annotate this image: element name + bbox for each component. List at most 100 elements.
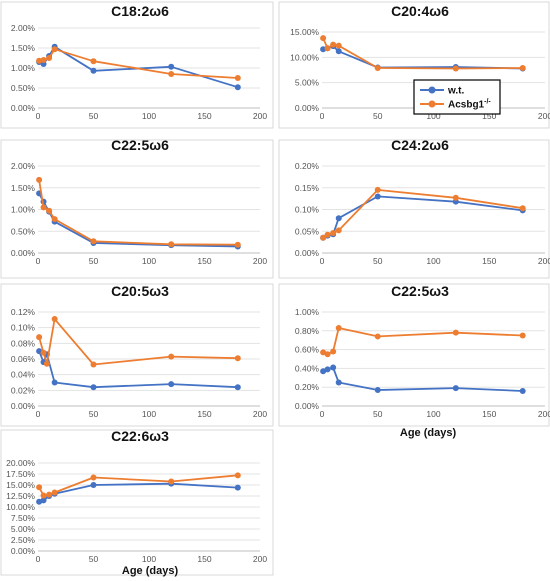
legend-swatch-marker: [428, 86, 436, 94]
data-point: [330, 364, 337, 371]
y-tick-label: 0.02%: [11, 385, 36, 395]
data-point: [46, 491, 53, 498]
y-tick-label: 0.10%: [11, 323, 36, 333]
legend-label-superscript: -/-: [484, 99, 491, 106]
x-tick-label: 100: [142, 554, 156, 564]
x-tick-label: 150: [482, 111, 496, 121]
data-point: [90, 238, 97, 245]
y-tick-label: 20.00%: [6, 458, 35, 468]
data-point: [234, 355, 241, 362]
x-tick-label: 0: [36, 256, 41, 266]
data-point: [335, 324, 342, 331]
y-tick-label: 5.00%: [11, 524, 36, 534]
data-point: [36, 334, 43, 341]
y-tick-label: 17.50%: [6, 469, 35, 479]
x-tick-label: 0: [320, 409, 325, 419]
data-point: [90, 384, 97, 391]
x-tick-label: 100: [426, 111, 440, 121]
data-point: [330, 229, 337, 236]
data-point: [324, 231, 331, 238]
chart-panel: C24:2ω6 0.00% 0.05% 0.10% 0.15% 0.20% 0 50 100 15…: [278, 137, 550, 279]
chart-panel: C18:2ω6 0.00% 0.50% 1.00% 1.50% 2.00% 0 50 100 15…: [0, 1, 274, 129]
y-tick-label: 0.80%: [295, 326, 320, 336]
x-tick-label: 50: [89, 409, 99, 419]
data-point: [519, 332, 526, 339]
y-tick-label: 1.00%: [11, 205, 36, 215]
chart-panel: C22:5ω3 0.00% 0.20% 0.40% 0.60% 0.80% 1.00% 0 50…: [278, 283, 550, 427]
y-tick-label: 1.00%: [295, 307, 320, 317]
x-tick-label: 50: [373, 409, 383, 419]
data-point: [40, 497, 47, 504]
data-point: [51, 46, 58, 53]
data-point: [168, 478, 175, 485]
chart-title: C20:4ω6: [391, 3, 449, 19]
data-point: [51, 316, 58, 323]
x-tick-label: 50: [89, 554, 99, 564]
data-point: [335, 215, 342, 222]
data-point: [90, 361, 97, 368]
y-tick-label: 1.50%: [11, 183, 36, 193]
chart-panel: C22:5ω6 0.00% 0.50% 1.00% 1.50% 2.00% 0 50 100 15…: [0, 137, 274, 279]
y-tick-label: 0.00%: [11, 248, 36, 258]
data-point: [46, 55, 53, 61]
data-point: [36, 57, 43, 64]
data-point: [234, 384, 241, 391]
data-point: [90, 482, 97, 488]
data-point: [40, 349, 47, 356]
y-tick-label: 5.00%: [295, 78, 320, 88]
data-point: [90, 58, 97, 65]
x-tick-label: 0: [320, 111, 325, 121]
y-tick-label: 0.20%: [295, 161, 320, 171]
x-tick-label: 200: [538, 111, 550, 121]
legend-label-text: w.t.: [447, 86, 465, 97]
x-tick-label: 0: [36, 409, 41, 419]
data-point: [335, 379, 342, 386]
data-point: [452, 194, 459, 201]
data-point: [324, 366, 331, 373]
x-tick-label: 100: [142, 256, 156, 266]
data-point: [324, 351, 331, 358]
x-tick-label: 150: [482, 409, 496, 419]
y-tick-label: 1.50%: [11, 43, 36, 53]
chart-title: C22:5ω3: [391, 283, 449, 299]
y-tick-label: 0.40%: [295, 363, 320, 373]
data-point: [168, 63, 175, 70]
y-tick-label: 0.00%: [11, 401, 36, 411]
x-axis-label: Age (days): [122, 565, 179, 577]
y-tick-label: 10.00%: [6, 502, 35, 512]
legend-label: w.t.: [447, 86, 465, 97]
y-tick-label: 0.60%: [295, 345, 320, 355]
data-point: [40, 57, 47, 63]
data-point: [90, 67, 97, 74]
y-tick-label: 0.00%: [295, 103, 320, 113]
x-tick-label: 100: [142, 111, 156, 121]
data-point: [452, 385, 459, 392]
x-tick-label: 150: [482, 256, 496, 266]
data-point: [234, 241, 241, 248]
x-tick-label: 200: [538, 256, 550, 266]
y-tick-label: 0.50%: [11, 83, 36, 93]
data-point: [51, 489, 58, 496]
panel-border: [278, 283, 550, 427]
x-tick-label: 200: [253, 256, 267, 266]
data-point: [40, 492, 47, 499]
x-tick-label: 200: [253, 409, 267, 419]
legend-box: [413, 79, 501, 115]
data-point: [335, 48, 342, 55]
x-tick-label: 50: [373, 111, 383, 121]
data-point: [320, 35, 327, 42]
data-point: [452, 329, 459, 336]
data-point: [374, 193, 381, 200]
x-tick-label: 150: [197, 554, 211, 564]
y-tick-label: 7.50%: [11, 513, 36, 523]
x-tick-label: 100: [142, 409, 156, 419]
data-point: [519, 205, 526, 212]
y-tick-label: 15.00%: [6, 480, 35, 490]
y-tick-label: 0.50%: [11, 226, 36, 236]
x-tick-label: 50: [373, 256, 383, 266]
data-point: [234, 484, 241, 491]
data-point: [234, 75, 241, 81]
data-point: [374, 333, 381, 340]
